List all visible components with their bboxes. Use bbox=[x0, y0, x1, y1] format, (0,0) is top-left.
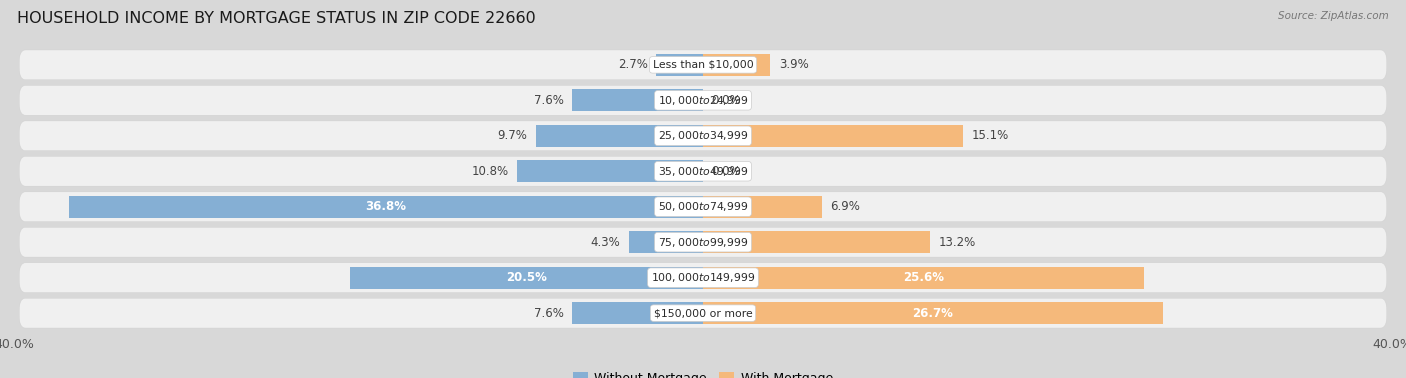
Bar bbox=[536, 125, 703, 147]
Bar bbox=[350, 266, 703, 289]
Text: $50,000 to $74,999: $50,000 to $74,999 bbox=[658, 200, 748, 213]
Text: 7.6%: 7.6% bbox=[534, 307, 564, 320]
Bar bbox=[703, 266, 1144, 289]
Text: $100,000 to $149,999: $100,000 to $149,999 bbox=[651, 271, 755, 284]
Text: 7.6%: 7.6% bbox=[534, 94, 564, 107]
FancyBboxPatch shape bbox=[20, 298, 1386, 328]
Bar bbox=[657, 54, 703, 76]
Text: 2.7%: 2.7% bbox=[619, 58, 648, 71]
Bar bbox=[703, 125, 963, 147]
FancyBboxPatch shape bbox=[20, 85, 1386, 115]
Text: 36.8%: 36.8% bbox=[366, 200, 406, 213]
Text: 0.0%: 0.0% bbox=[711, 165, 741, 178]
Text: $35,000 to $49,999: $35,000 to $49,999 bbox=[658, 165, 748, 178]
Legend: Without Mortgage, With Mortgage: Without Mortgage, With Mortgage bbox=[568, 367, 838, 378]
FancyBboxPatch shape bbox=[20, 121, 1386, 151]
Bar bbox=[572, 89, 703, 112]
Text: $25,000 to $34,999: $25,000 to $34,999 bbox=[658, 129, 748, 142]
Text: $150,000 or more: $150,000 or more bbox=[654, 308, 752, 318]
Text: $10,000 to $24,999: $10,000 to $24,999 bbox=[658, 94, 748, 107]
Text: HOUSEHOLD INCOME BY MORTGAGE STATUS IN ZIP CODE 22660: HOUSEHOLD INCOME BY MORTGAGE STATUS IN Z… bbox=[17, 11, 536, 26]
FancyBboxPatch shape bbox=[20, 263, 1386, 293]
FancyBboxPatch shape bbox=[20, 50, 1386, 80]
Bar bbox=[703, 231, 931, 253]
Text: 15.1%: 15.1% bbox=[972, 129, 1010, 142]
Text: 13.2%: 13.2% bbox=[939, 236, 976, 249]
Bar bbox=[703, 54, 770, 76]
Text: 26.7%: 26.7% bbox=[912, 307, 953, 320]
Text: 25.6%: 25.6% bbox=[903, 271, 943, 284]
Bar bbox=[517, 160, 703, 182]
FancyBboxPatch shape bbox=[20, 156, 1386, 186]
Text: Source: ZipAtlas.com: Source: ZipAtlas.com bbox=[1278, 11, 1389, 21]
Text: $75,000 to $99,999: $75,000 to $99,999 bbox=[658, 236, 748, 249]
Text: 10.8%: 10.8% bbox=[471, 165, 509, 178]
Bar bbox=[69, 196, 703, 218]
Bar bbox=[572, 302, 703, 324]
Text: 3.9%: 3.9% bbox=[779, 58, 808, 71]
Bar bbox=[703, 196, 823, 218]
Bar bbox=[703, 302, 1163, 324]
Text: Less than $10,000: Less than $10,000 bbox=[652, 60, 754, 70]
Text: 4.3%: 4.3% bbox=[591, 236, 620, 249]
Text: 20.5%: 20.5% bbox=[506, 271, 547, 284]
FancyBboxPatch shape bbox=[20, 192, 1386, 222]
Text: 9.7%: 9.7% bbox=[498, 129, 527, 142]
Text: 0.0%: 0.0% bbox=[711, 94, 741, 107]
FancyBboxPatch shape bbox=[20, 227, 1386, 257]
Text: 6.9%: 6.9% bbox=[831, 200, 860, 213]
Bar bbox=[628, 231, 703, 253]
